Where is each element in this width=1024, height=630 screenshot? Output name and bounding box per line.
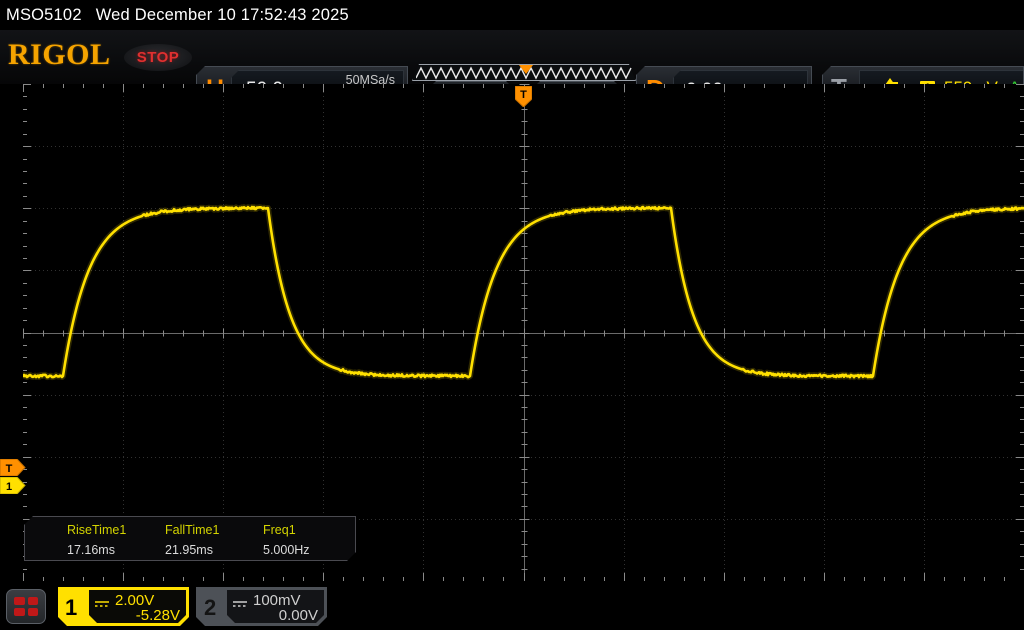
- waveform-display-area[interactable]: [23, 84, 1024, 581]
- run-state-label: STOP: [136, 49, 180, 66]
- trigger-position-marker[interactable]: T: [514, 85, 533, 108]
- channel-1-offset: -5.28V: [135, 607, 180, 624]
- measurement-name: Freq1: [263, 523, 296, 537]
- channel-1-readout: 2.00V -5.28V: [89, 590, 186, 623]
- grid-cell: [27, 608, 38, 616]
- measurement-value: 17.16ms: [67, 543, 115, 557]
- channel-2-scale: 100mV: [253, 592, 301, 609]
- measurement-item: Freq1 5.000Hz: [263, 523, 310, 557]
- measurement-value: 5.000Hz: [263, 543, 310, 557]
- memory-trigger-marker-icon: [519, 65, 533, 74]
- channel-2-offset: 0.00V: [278, 607, 318, 624]
- sample-rate-value: 50MSa/s: [345, 73, 395, 87]
- trigger-level-marker[interactable]: T: [0, 458, 26, 477]
- dc-coupling-icon: [232, 596, 248, 614]
- toolbar: RIGOL STOP H 50.0ms 50MSa/s 25Mpts: [0, 30, 1024, 110]
- grid-cell: [14, 608, 25, 616]
- channel-1-button[interactable]: 1 2.00V -5.28V: [58, 587, 189, 626]
- dc-coupling-icon: [94, 596, 110, 614]
- channel-2-number: 2: [204, 595, 217, 620]
- title-bar: MSO5102 Wed December 10 17:52:43 2025: [0, 0, 1024, 30]
- grid-layout-icon[interactable]: [6, 589, 46, 624]
- measurement-item: FallTime1 21.95ms: [165, 523, 219, 557]
- trigger-position-letter: T: [520, 89, 527, 101]
- trigger-level-letter: T: [6, 463, 13, 475]
- system-datetime: Wed December 10 17:52:43 2025: [95, 5, 349, 24]
- status-bar: 1 2.00V -5.28V 2: [0, 581, 1024, 630]
- memory-position-bar[interactable]: [412, 64, 636, 81]
- channel-1-scale: 2.00V: [115, 592, 155, 609]
- channel-2-readout: 100mV 0.00V: [227, 590, 324, 623]
- run-state-indicator[interactable]: STOP: [124, 44, 192, 71]
- measurement-name: FallTime1: [165, 523, 220, 537]
- measurement-item: RiseTime1 17.16ms: [67, 523, 126, 557]
- rigol-logo: RIGOL: [8, 38, 111, 71]
- grid-cell: [14, 597, 25, 605]
- channel1-ground-letter: 1: [6, 481, 12, 493]
- measurement-name: RiseTime1: [67, 523, 127, 537]
- channel1-ground-marker[interactable]: 1: [0, 476, 26, 495]
- measurement-value: 21.95ms: [165, 543, 213, 557]
- instrument-model: MSO5102: [6, 5, 82, 24]
- measurement-results-box[interactable]: RiseTime1 17.16ms FallTime1 21.95ms Freq…: [24, 516, 356, 561]
- grid-cell: [27, 597, 38, 605]
- channel-1-number: 1: [65, 595, 78, 620]
- channel-2-button[interactable]: 2 100mV 0.00V: [196, 587, 327, 626]
- channel1-waveform-trace: [23, 204, 1024, 381]
